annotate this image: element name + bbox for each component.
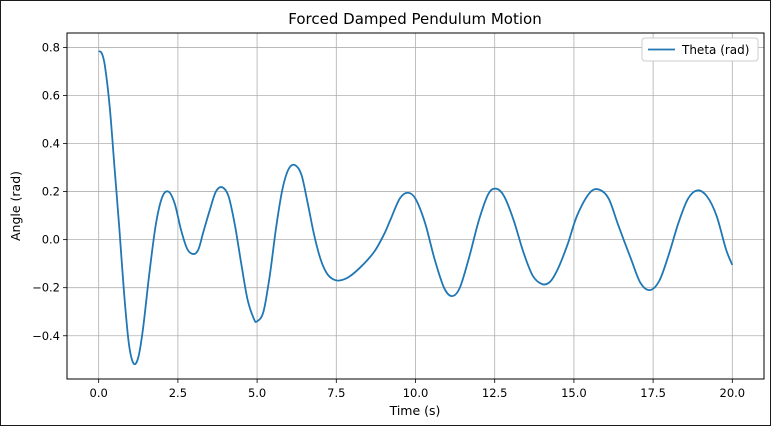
chart-title: Forced Damped Pendulum Motion <box>288 10 541 28</box>
x-axis-label: Time (s) <box>389 403 441 418</box>
y-tick-label: −0.2 <box>32 281 60 295</box>
y-tick-label: 0.2 <box>42 185 60 199</box>
y-axis-label: Angle (rad) <box>8 171 23 241</box>
x-tick-label: 12.5 <box>482 386 508 400</box>
y-tick-label: 0.6 <box>42 88 60 102</box>
x-axis-ticks: 0.0 2.5 5.0 7.5 10.0 12.5 15.0 17.5 20.0 <box>90 379 746 400</box>
x-tick-label: 5.0 <box>248 386 266 400</box>
y-axis-ticks: −0.4 −0.2 0.0 0.2 0.4 0.6 0.8 <box>32 40 67 343</box>
y-tick-label: 0.4 <box>42 137 60 151</box>
y-tick-label: 0.8 <box>42 40 60 54</box>
series-line-theta <box>98 50 734 366</box>
x-tick-label: 2.5 <box>169 386 187 400</box>
y-tick-label: 0.0 <box>42 233 60 247</box>
x-tick-label: 0.0 <box>90 386 108 400</box>
x-tick-label: 7.5 <box>327 386 345 400</box>
x-tick-label: 10.0 <box>403 386 429 400</box>
series-layer <box>98 50 734 366</box>
legend-label: Theta (rad) <box>681 43 749 57</box>
legend: Theta (rad) <box>641 37 759 62</box>
x-tick-label: 15.0 <box>561 386 587 400</box>
legend-box <box>641 37 759 62</box>
x-tick-label: 20.0 <box>720 386 746 400</box>
x-tick-label: 17.5 <box>640 386 666 400</box>
grid-lines <box>67 33 764 379</box>
y-tick-label: −0.4 <box>32 329 60 343</box>
